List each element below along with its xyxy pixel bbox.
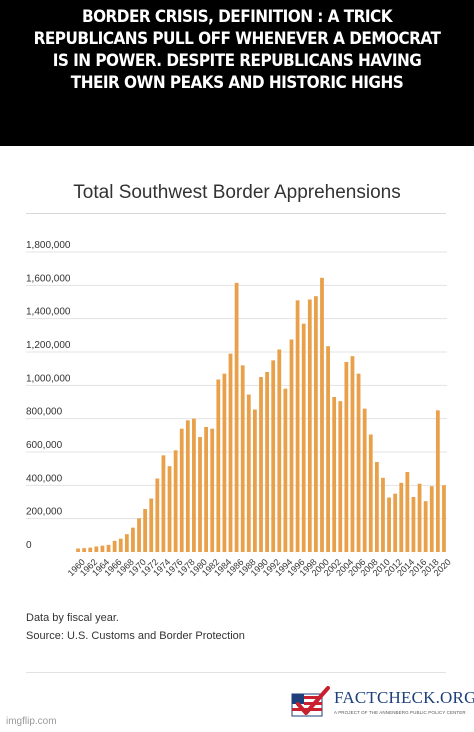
bar-1964	[100, 545, 105, 552]
bar-2012	[393, 493, 398, 552]
bar-1997	[301, 323, 306, 552]
bar-2020	[442, 485, 446, 552]
y-tick-label: 1,200,000	[26, 340, 71, 351]
bar-1975	[167, 466, 172, 552]
bar-1963	[94, 546, 99, 552]
bar-1996	[295, 300, 300, 552]
y-tick-label: 1,000,000	[26, 373, 71, 384]
imgflip-watermark: imgflip.com	[6, 716, 57, 727]
bar-1976	[173, 450, 178, 552]
bar-2009	[374, 462, 379, 552]
bar-1988	[246, 394, 251, 552]
bar-1982	[210, 428, 215, 552]
y-tick-label: 1,800,000	[26, 240, 71, 251]
bar-1971	[143, 509, 148, 552]
bar-chart: 0 200,000 400,000 600,000 800,000 1,000,000 1,…	[26, 240, 453, 578]
bar-1960	[76, 548, 80, 552]
y-tick-label: 0	[26, 540, 32, 551]
bar-1973	[155, 478, 160, 552]
factcheck-tagline: A PROJECT OF THE ANNENBERG PUBLIC POLICY…	[334, 710, 466, 715]
bar-2000	[320, 277, 324, 552]
bar-1998	[307, 299, 312, 552]
chart-bars	[76, 277, 446, 552]
bar-2018	[429, 486, 434, 552]
bar-2010	[381, 477, 385, 552]
factcheck-wordmark: FACTCHECK.ORG	[334, 688, 474, 707]
bar-1993	[277, 349, 282, 552]
source-note: Source: U.S. Customs and Border Protecti…	[26, 630, 245, 642]
bar-1991	[265, 372, 269, 552]
bar-2011	[387, 497, 391, 552]
chart-y-ticks: 0 200,000 400,000 600,000 800,000 1,000,000 1,…	[26, 240, 71, 551]
bar-1999	[313, 296, 318, 552]
bar-1966	[112, 540, 117, 552]
footer-divider	[26, 672, 446, 673]
bar-1983	[216, 379, 221, 552]
bar-1978	[185, 420, 190, 552]
bar-2002	[332, 397, 337, 552]
bar-2008	[368, 434, 373, 552]
bar-2007	[362, 408, 367, 552]
bar-1992	[271, 360, 276, 552]
chart-x-ticks: 1960196219641966196819701972197419761978…	[66, 557, 453, 578]
bar-1980	[198, 437, 202, 552]
bar-1994	[283, 388, 288, 552]
bar-1990	[259, 377, 263, 552]
bar-1972	[149, 498, 154, 552]
bar-2013	[399, 482, 404, 552]
y-tick-label: 200,000	[26, 507, 63, 518]
bar-1965	[106, 544, 111, 552]
bar-2006	[356, 373, 361, 552]
y-tick-label: 600,000	[26, 440, 63, 451]
bar-1974	[161, 455, 166, 552]
bar-2003	[338, 401, 343, 552]
bar-2005	[350, 356, 355, 552]
bar-2004	[344, 362, 349, 552]
bar-2016	[417, 483, 422, 552]
chart-title: Total Southwest Border Apprehensions	[73, 182, 401, 203]
bar-1968	[124, 534, 129, 552]
data-note: Data by fiscal year.	[26, 612, 119, 624]
bar-1984	[222, 373, 227, 552]
bar-1979	[192, 418, 196, 552]
bar-1987	[240, 365, 245, 552]
bar-1989	[253, 409, 257, 552]
bar-1977	[179, 428, 184, 552]
meme-caption: BORDER CRISIS, DEFINITION : A TRICK REPU…	[33, 7, 441, 93]
title-divider	[26, 213, 446, 214]
bar-1961	[82, 548, 87, 552]
meme-caption-banner: BORDER CRISIS, DEFINITION : A TRICK REPU…	[0, 0, 474, 146]
bar-1995	[289, 339, 294, 552]
y-tick-label: 1,600,000	[26, 273, 71, 284]
bar-1981	[204, 427, 209, 552]
factcheck-logo: FACTCHECK.ORG A PROJECT OF THE ANNENBERG…	[290, 686, 474, 722]
bar-1986	[234, 282, 239, 552]
bar-1969	[131, 527, 135, 552]
bar-2001	[326, 346, 330, 552]
bar-2014	[405, 472, 410, 552]
bar-1967	[118, 538, 123, 552]
flag-check-icon	[291, 686, 330, 717]
y-tick-label: 1,400,000	[26, 307, 71, 318]
bar-2017	[423, 501, 428, 552]
bar-1970	[137, 518, 141, 552]
bar-1962	[88, 547, 93, 552]
bar-2015	[411, 497, 416, 552]
y-tick-label: 800,000	[26, 407, 63, 418]
y-tick-label: 400,000	[26, 473, 63, 484]
bar-2019	[435, 410, 440, 552]
bar-1985	[228, 353, 233, 552]
